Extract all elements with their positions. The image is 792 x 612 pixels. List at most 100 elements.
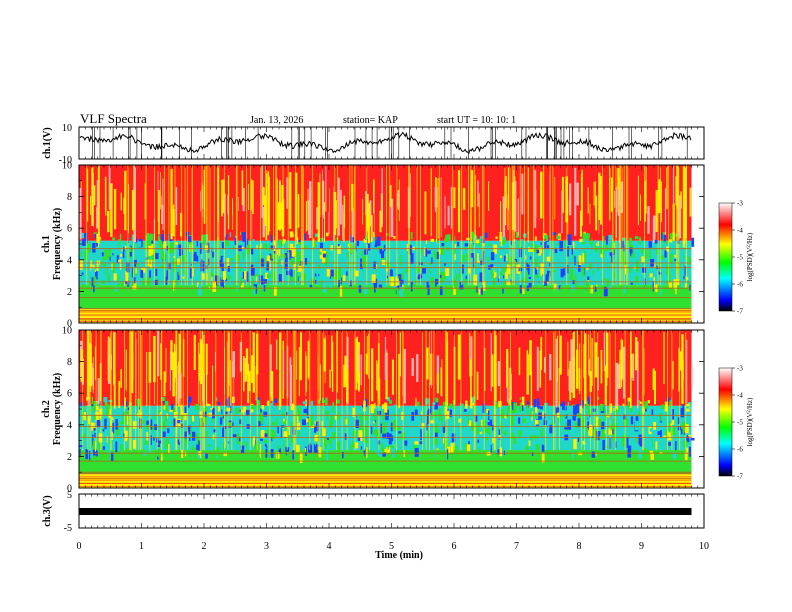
spectrogram-sferic <box>369 200 372 227</box>
spectrogram-streak <box>602 165 603 286</box>
spectrogram-sferic <box>248 370 251 392</box>
spectrogram-speckle <box>571 449 574 459</box>
spectrogram-speckle <box>234 237 237 245</box>
spectrogram-speckle <box>93 401 96 411</box>
spectrogram-speckle <box>173 280 175 291</box>
spectrogram-speckle <box>240 442 244 446</box>
spectrogram-sferic <box>598 172 601 220</box>
spectrogram-speckle <box>91 396 93 405</box>
spectrogram-speckle <box>435 432 438 438</box>
spectrogram-sferic <box>691 364 693 389</box>
spectrogram-speckle <box>112 422 115 434</box>
spectrogram-speckle <box>144 440 149 445</box>
spectrogram-sferic <box>540 171 543 219</box>
spectrogram-streak <box>668 165 670 286</box>
spectrogram-speckle <box>553 283 557 290</box>
spectrogram-speckle <box>175 242 178 245</box>
spectrogram-streak <box>138 330 140 451</box>
spectrogram-speckle <box>470 253 475 258</box>
spectrogram-speckle <box>492 437 494 443</box>
ch3-ytick-top: 5 <box>67 490 72 501</box>
spectrogram-streak <box>597 330 599 451</box>
spectrogram-speckle <box>522 418 527 424</box>
spectrogram-speckle <box>601 421 605 430</box>
spectrogram-speckle <box>684 451 688 461</box>
spectrogram-sferic <box>227 195 229 215</box>
spectrogram-streak <box>140 330 141 451</box>
spectrogram-speckle <box>283 439 285 451</box>
spectrogram-speckle <box>193 253 197 261</box>
spectrogram-speckle <box>471 422 475 429</box>
spectrogram-speckle <box>653 277 655 288</box>
spectrogram-speckle <box>427 250 431 254</box>
spectrogram-speckle <box>681 424 686 428</box>
spectrogram-sferic <box>679 351 682 371</box>
spectrogram-speckle <box>540 269 542 276</box>
spectrogram-speckle <box>259 416 263 424</box>
spectrogram-speckle <box>563 267 566 276</box>
spectrogram-sferic <box>294 172 298 240</box>
spectrogram-speckle <box>426 422 429 428</box>
spectrogram-streak <box>626 165 627 286</box>
spectrogram-streak <box>354 330 356 451</box>
spectrogram-speckle <box>546 449 550 459</box>
spectrogram-streak <box>584 330 585 451</box>
spectrogram-speckle <box>111 431 113 440</box>
spectrogram-speckle <box>100 268 103 280</box>
spectrogram-speckle <box>540 428 543 438</box>
spectrogram-speckle <box>626 417 629 427</box>
ch2-colorbar-ticks: -3-4-5-6-7 <box>732 365 743 481</box>
spectrogram-sferic <box>309 181 312 239</box>
spectrogram-speckle <box>557 285 562 290</box>
spectrogram-speckle <box>246 245 251 255</box>
spectrogram-speckle <box>554 249 558 254</box>
spectrogram-speckle <box>669 233 674 240</box>
spectrogram-speckle <box>297 412 299 422</box>
spectrogram-speckle <box>289 283 294 290</box>
spectrogram-speckle <box>374 436 377 444</box>
ch3-ytick-bottom: -5 <box>64 523 72 534</box>
spectrogram-speckle <box>269 260 271 271</box>
spectrogram-speckle <box>549 424 553 434</box>
spectrogram-speckle <box>536 427 538 430</box>
spectrogram-sferic <box>228 361 230 397</box>
spectrogram-sferic <box>569 361 572 401</box>
spectrogram-speckle <box>597 267 600 272</box>
ch1-colorbar-tick-label: -3 <box>737 200 743 208</box>
spectrogram-speckle <box>502 275 505 279</box>
spectrogram-sferic <box>366 194 369 232</box>
spectrogram-speckle <box>515 239 518 246</box>
spectrogram-speckle <box>386 275 388 278</box>
spectrogram-speckle <box>571 285 575 291</box>
spectrogram-speckle <box>444 406 448 417</box>
spectrogram-speckle <box>364 399 368 407</box>
spectrogram-speckle <box>211 272 215 277</box>
spectrogram-speckle <box>162 421 167 429</box>
spectrogram-speckle <box>466 444 471 452</box>
spectrogram-speckle <box>184 435 187 444</box>
spectrogram-speckle <box>174 261 177 269</box>
spectrogram-speckle <box>366 239 369 242</box>
spectrogram-speckle <box>680 407 685 418</box>
spectrogram-speckle <box>162 431 166 438</box>
spectrogram-speckle <box>119 444 123 452</box>
spectrogram-sferic <box>536 346 539 391</box>
spectrogram-speckle <box>429 422 434 426</box>
spectrogram-sferic <box>86 168 89 222</box>
spectrogram-sferic <box>620 338 623 388</box>
spectrogram-speckle <box>496 267 500 277</box>
spectrogram-speckle <box>329 420 333 429</box>
spectrogram-speckle <box>458 273 461 279</box>
spectrogram-speckle <box>420 429 422 441</box>
spectrogram-speckle <box>630 405 633 413</box>
spectrogram-speckle <box>126 426 128 430</box>
spectrogram-speckle <box>452 400 455 410</box>
spectrogram-speckle <box>366 433 371 441</box>
spectrogram-sferic <box>200 190 201 212</box>
time-tick-label: 3 <box>264 541 269 552</box>
spectrogram-speckle <box>241 246 245 249</box>
spectrogram-speckle <box>119 259 122 270</box>
spectrogram-speckle <box>374 418 377 426</box>
spectrogram-sferic <box>329 369 331 388</box>
spectrogram-speckle <box>493 267 497 270</box>
